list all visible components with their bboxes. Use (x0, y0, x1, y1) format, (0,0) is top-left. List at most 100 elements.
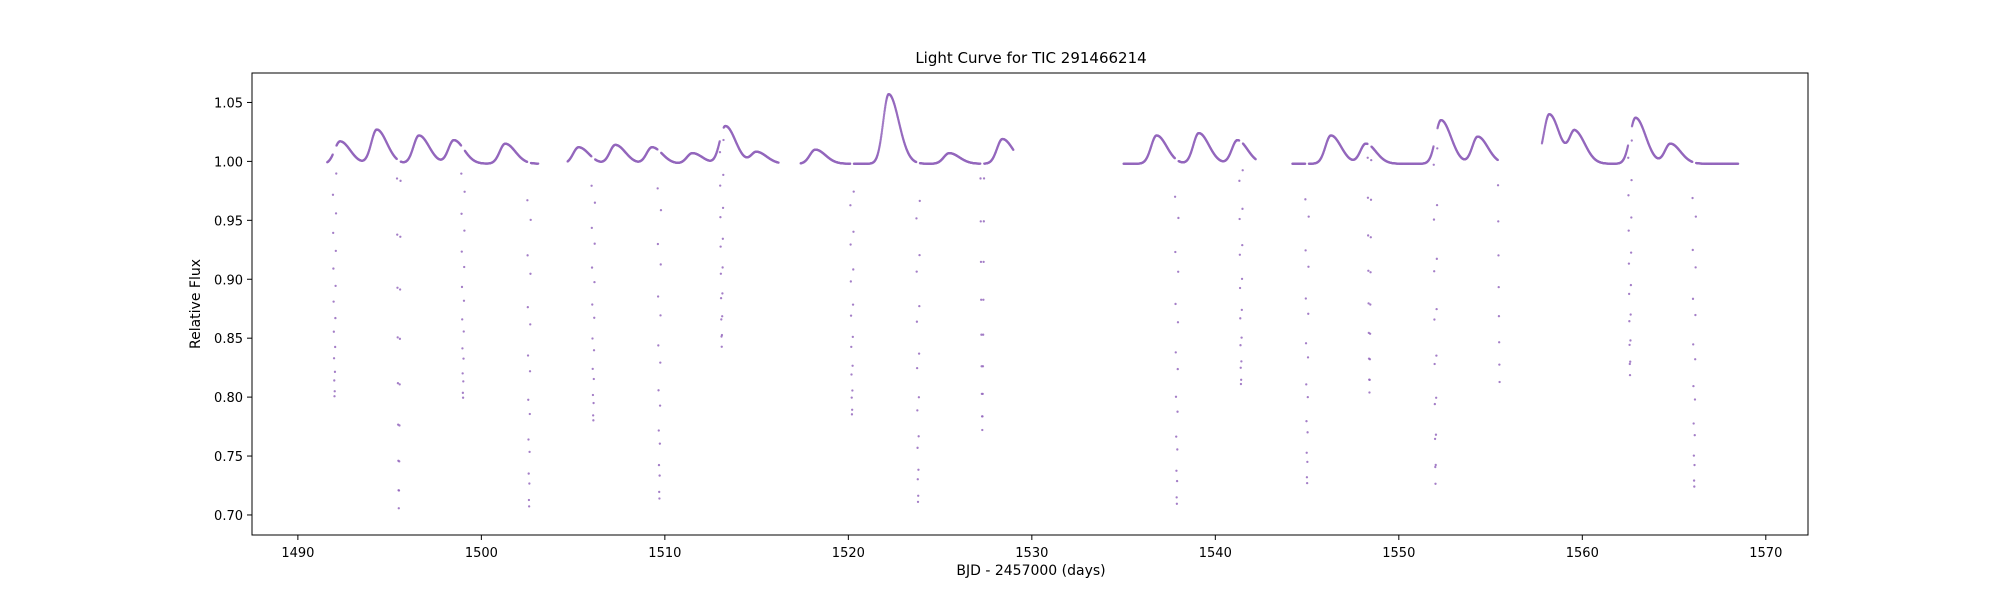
flux-point (881, 122, 885, 125)
flux-point (1306, 431, 1309, 434)
flux-point (590, 155, 593, 158)
flux-point (1176, 410, 1179, 413)
flux-point (979, 260, 983, 264)
flux-point (396, 382, 400, 385)
flux-point (1306, 460, 1309, 463)
flux-point (1630, 178, 1633, 182)
flux-point (1435, 257, 1438, 260)
flux-point (398, 424, 401, 427)
flux-point (528, 450, 531, 453)
flux-point (851, 303, 855, 306)
flux-point (459, 144, 463, 147)
flux-point (1433, 362, 1436, 366)
flux-point (1432, 145, 1435, 148)
flux-point (657, 429, 660, 432)
flux-point (1173, 195, 1177, 198)
flux-point (1173, 157, 1177, 160)
flux-point (721, 266, 724, 269)
flux-point (1176, 448, 1179, 451)
flux-point (915, 160, 918, 164)
flux-point (1628, 362, 1631, 366)
flux-point (1239, 317, 1242, 320)
flux-point (1174, 351, 1177, 354)
flux-point (1238, 139, 1241, 142)
flux-point (1432, 218, 1436, 221)
flux-point (1240, 360, 1243, 363)
flux-point (721, 292, 724, 295)
flux-point (1239, 382, 1243, 386)
flux-point (463, 190, 466, 193)
flux-point (1240, 336, 1243, 339)
flux-point (1307, 215, 1310, 218)
flux-point (399, 235, 402, 238)
flux-point (882, 117, 885, 120)
flux-point (398, 383, 401, 386)
flux-point (915, 366, 919, 370)
flux-point (1305, 481, 1309, 485)
flux-point (529, 323, 532, 326)
flux-point (1304, 342, 1308, 345)
flux-point (850, 373, 853, 376)
flux-point (1254, 158, 1257, 161)
flux-point (849, 204, 852, 207)
flux-point (916, 478, 919, 481)
flux-point (526, 354, 530, 357)
flux-point (849, 280, 852, 283)
flux-point (1369, 236, 1372, 239)
flux-point (1304, 249, 1307, 252)
flux-point (331, 153, 334, 156)
flux-point (656, 242, 660, 246)
flux-point (332, 330, 335, 333)
flux-point (334, 345, 337, 349)
flux-point (1305, 476, 1309, 479)
flux-point (1367, 302, 1370, 305)
flux-point (656, 187, 659, 190)
flux-point (982, 260, 985, 263)
flux-point (657, 344, 660, 347)
flux-point (1434, 465, 1437, 469)
flux-point (1368, 332, 1372, 335)
flux-point (334, 316, 337, 320)
flux-point (918, 199, 921, 203)
flux-point (334, 249, 337, 253)
flux-point (395, 157, 398, 161)
flux-point (657, 463, 661, 467)
flux-point (1433, 402, 1436, 406)
flux-point (1497, 285, 1500, 289)
flux-point (1304, 198, 1307, 201)
flux-point (1498, 380, 1501, 384)
flux-point (1241, 243, 1244, 247)
flux-point (1240, 277, 1244, 281)
flux-point (1306, 395, 1309, 399)
flux-point (396, 233, 399, 236)
flux-point (915, 320, 919, 323)
flux-point (1238, 253, 1241, 256)
flux-point (1174, 250, 1177, 254)
flux-point (590, 226, 593, 230)
flux-point (335, 172, 338, 175)
flux-point (1305, 420, 1308, 423)
flux-point (849, 243, 852, 246)
flux-point (398, 460, 401, 463)
flux-point (527, 472, 530, 475)
flux-point (851, 408, 854, 411)
flux-point (979, 220, 982, 223)
flux-point (1174, 395, 1178, 398)
flux-point (1629, 339, 1632, 342)
flux-point (1629, 313, 1632, 316)
flux-point (1304, 297, 1307, 300)
flux-point (917, 494, 920, 497)
flux-point (537, 162, 540, 165)
flux-point (1368, 358, 1372, 361)
flux-point (1012, 148, 1015, 152)
flux-point (917, 396, 921, 399)
flux-point (981, 428, 984, 432)
flux-point (1435, 396, 1438, 399)
flux-point (333, 379, 336, 382)
flux-point (1238, 179, 1241, 182)
flux-point (1241, 169, 1244, 172)
flux-point (333, 370, 337, 373)
flux-point (656, 295, 660, 298)
flux-point (528, 412, 531, 416)
